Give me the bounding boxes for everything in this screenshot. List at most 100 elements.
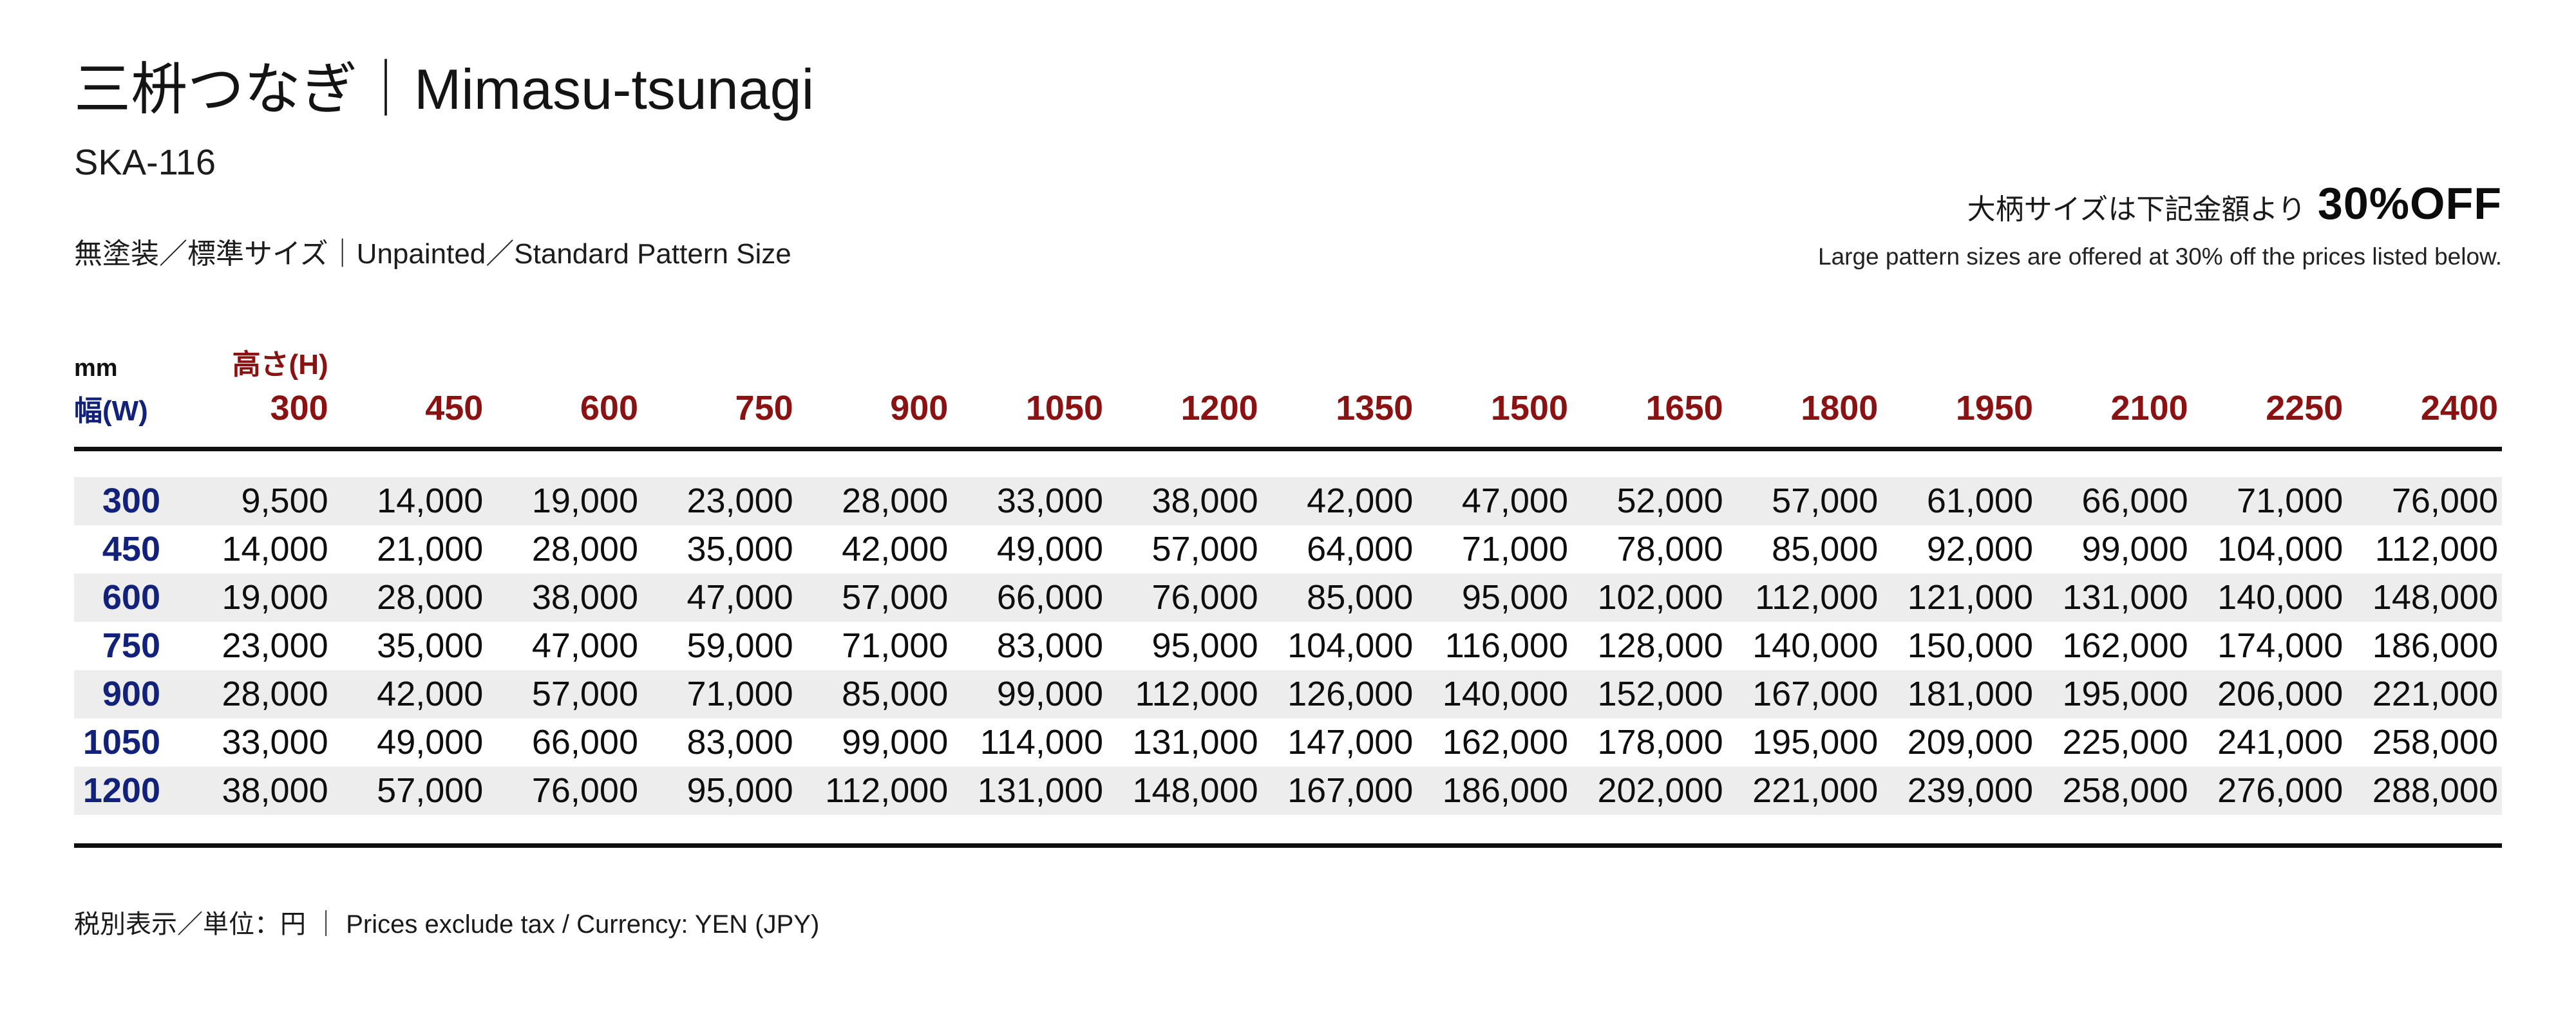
price-cell: 174,000 [2217,626,2344,666]
price-cell: 150,000 [1907,626,2033,666]
price-cell: 23,000 [687,482,793,521]
width-axis-label: 幅(W) [74,395,148,427]
price-cell: 95,000 [1461,578,1568,617]
price-cell: 19,000 [531,482,638,521]
column-header: 2250 [2266,388,2344,427]
page-title: 三枡つなぎ｜Mimasu-tsunagi [74,57,815,121]
price-cell: 14,000 [377,482,484,521]
price-cell: 128,000 [1597,626,1723,666]
price-cell: 76,000 [1151,578,1258,617]
column-header: 900 [890,388,949,427]
price-cell: 49,000 [377,723,484,762]
column-header: 300 [270,388,328,427]
price-cell: 241,000 [2217,723,2344,762]
price-cell: 114,000 [980,723,1103,762]
price-cell: 195,000 [1752,723,1879,762]
price-cell: 57,000 [531,675,638,714]
price-cell: 112,000 [1755,578,1879,617]
price-cell: 19,000 [222,578,328,617]
price-cell: 195,000 [2062,675,2188,714]
price-cell: 140,000 [1752,626,1879,666]
price-table: mm 高さ(H) 幅(W) 300 450 600 750 900 1050 1200 135… [74,341,2502,848]
price-cell: 66,000 [2081,482,2188,521]
price-cell: 23,000 [222,626,328,666]
row-width-label: 1200 [82,771,160,810]
price-cell: 85,000 [1307,578,1414,617]
unit-label: mm [74,354,118,382]
price-cell: 162,000 [2062,626,2188,666]
price-cell: 147,000 [1287,723,1414,762]
price-cell: 47,000 [687,578,793,617]
row-width-label: 300 [102,482,160,521]
promo-line: 大柄サイズは下記金額より 30%OFF [1818,178,2502,229]
price-cell: 140,000 [2217,578,2344,617]
column-header: 1200 [1180,388,1258,427]
price-cell: 42,000 [377,675,484,714]
price-cell: 116,000 [1444,626,1568,666]
price-cell: 83,000 [996,626,1103,666]
row-width-label: 600 [102,578,160,617]
masthead: 三枡つなぎ｜Mimasu-tsunagi SKA-116 無塗装／標準サイズ｜U… [74,57,2502,272]
price-cell: 152,000 [1597,675,1723,714]
price-cell: 104,000 [1287,626,1414,666]
table-body: 300 9,500 14,000 19,000 23,000 28,000 33,000 38… [74,476,2502,815]
price-cell: 167,000 [1287,771,1414,810]
price-cell: 225,000 [2062,723,2188,762]
table-row: 900 28,000 42,000 57,000 71,000 85,000 99,000 1… [74,670,2502,718]
price-cell: 131,000 [2062,578,2188,617]
price-cell: 206,000 [2217,675,2344,714]
price-cell: 85,000 [842,675,949,714]
price-cell: 131,000 [977,771,1103,810]
column-header: 2100 [2110,388,2188,427]
price-cell: 47,000 [531,626,638,666]
price-cell: 95,000 [687,771,793,810]
price-cell: 140,000 [1442,675,1568,714]
price-cell: 209,000 [1907,723,2033,762]
price-cell: 99,000 [2081,530,2188,569]
price-cell: 95,000 [1151,626,1258,666]
price-cell: 186,000 [2372,626,2498,666]
price-cell: 186,000 [1442,771,1568,810]
row-width-label: 1050 [82,723,160,762]
price-cell: 102,000 [1597,578,1723,617]
price-cell: 221,000 [1752,771,1879,810]
price-cell: 181,000 [1907,675,2033,714]
price-cell: 38,000 [1151,482,1258,521]
price-cell: 9,500 [241,482,328,521]
footnote: 税別表示／単位：円 ｜ Prices exclude tax / Currenc… [74,910,820,939]
row-width-label: 750 [102,626,160,666]
price-cell: 59,000 [687,626,793,666]
price-cell: 28,000 [842,482,949,521]
table-column-header-row: 幅(W) 300 450 600 750 900 1050 1200 1350 1500 1650… [74,388,2502,429]
price-cell: 148,000 [1132,771,1258,810]
price-cell: 28,000 [531,530,638,569]
price-cell: 71,000 [842,626,949,666]
price-cell: 71,000 [1461,530,1568,569]
price-cell: 131,000 [1132,723,1258,762]
table-row: 1200 38,000 57,000 76,000 95,000 112,000 131,0… [74,766,2502,815]
price-cell: 42,000 [842,530,949,569]
price-cell: 148,000 [2372,578,2498,617]
price-cell: 288,000 [2372,771,2498,810]
price-cell: 33,000 [996,482,1103,521]
price-cell: 258,000 [2372,723,2498,762]
price-cell: 78,000 [1616,530,1723,569]
price-cell: 42,000 [1307,482,1414,521]
price-cell: 162,000 [1442,723,1568,762]
price-cell: 104,000 [2217,530,2344,569]
price-cell: 178,000 [1597,723,1723,762]
price-cell: 38,000 [531,578,638,617]
price-cell: 76,000 [2391,482,2498,521]
price-cell: 49,000 [996,530,1103,569]
price-cell: 221,000 [2372,675,2498,714]
column-header: 600 [580,388,638,427]
promo-block: 大柄サイズは下記金額より 30%OFF Large pattern sizes … [1818,178,2502,270]
column-header: 1500 [1490,388,1568,427]
price-cell: 202,000 [1597,771,1723,810]
price-cell: 258,000 [2062,771,2188,810]
price-cell: 99,000 [842,723,949,762]
price-cell: 121,000 [1907,578,2033,617]
price-cell: 35,000 [377,626,484,666]
price-cell: 28,000 [377,578,484,617]
